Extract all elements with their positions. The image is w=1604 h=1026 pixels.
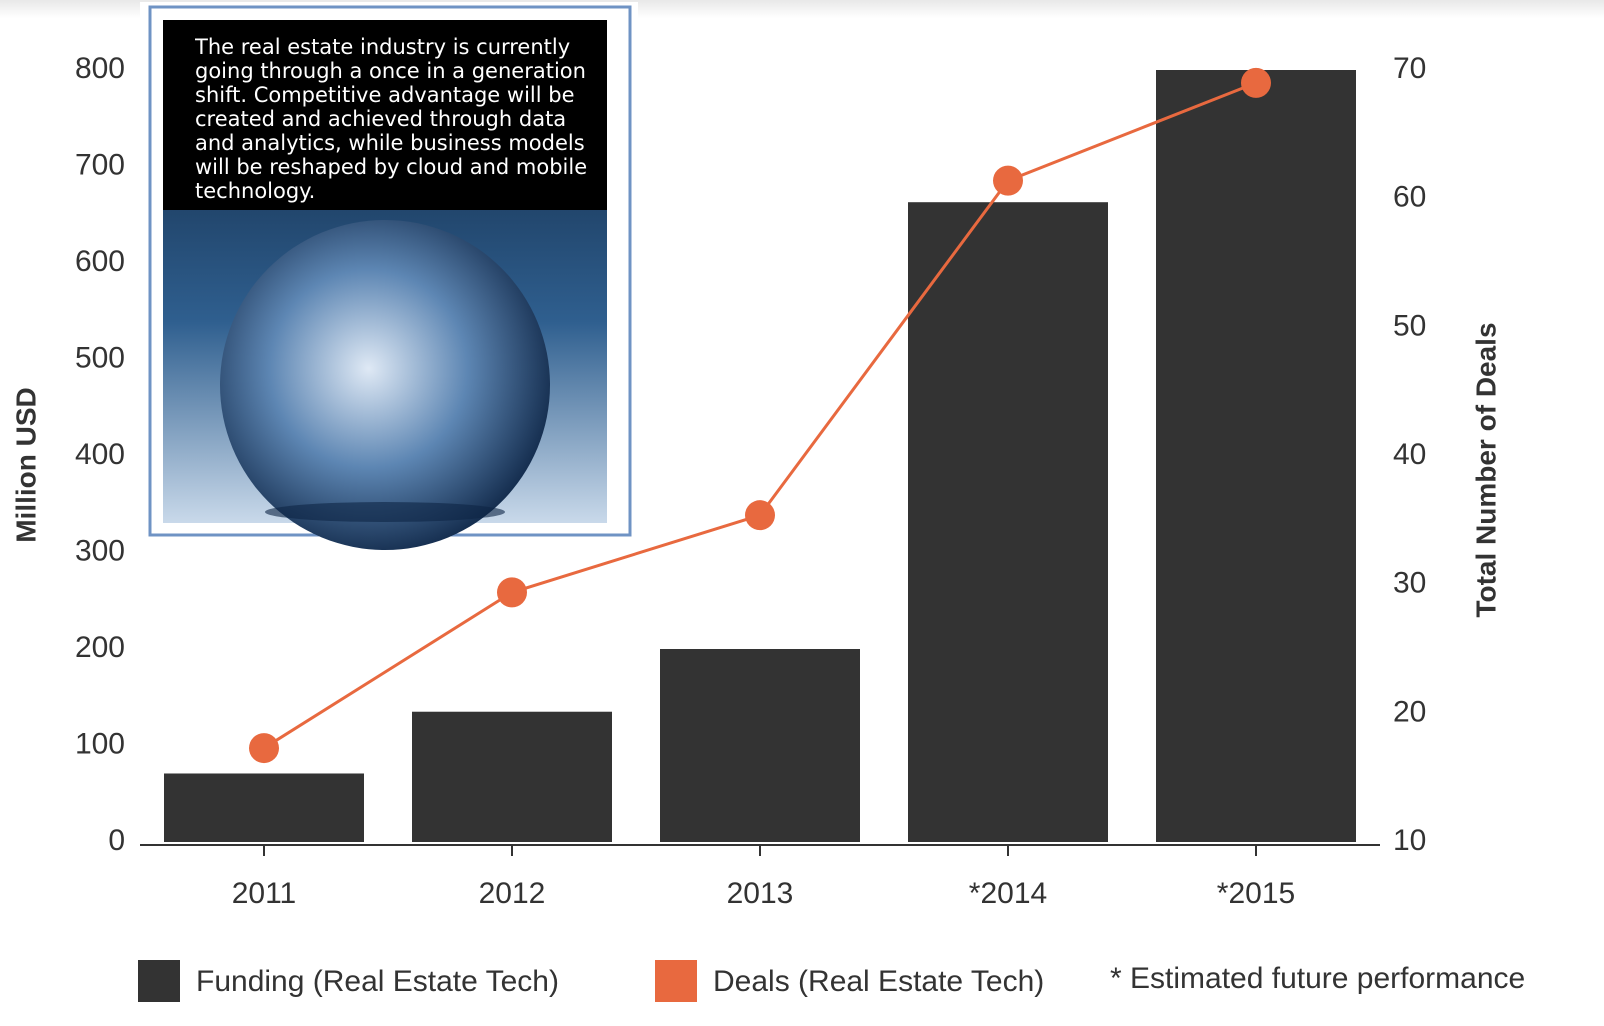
bar [908,202,1108,842]
legend-swatch [655,960,697,1002]
x-tick-label: *2015 [1217,877,1295,910]
y-tick-label: 200 [75,631,125,664]
bar [164,773,364,842]
marker [249,733,279,764]
inset: The real estate industry is currently go… [140,2,638,550]
marker [1241,67,1271,98]
y-tick-label: 400 [75,438,125,471]
y2-tick-label: 30 [1393,567,1426,600]
plot-area: 0 100 200 300 400 500 600 700 800 10 20 30 40 50 60 70 2… [75,52,1426,910]
y-tick-label: 100 [75,727,125,760]
x-tick-label: 2012 [479,877,546,910]
y-tick-label: 800 [75,52,125,85]
y-tick-label: 600 [75,245,125,278]
y-tick-label: 500 [75,341,125,374]
globe [220,220,550,550]
inset-text-box: The real estate industry is currently go… [195,35,588,203]
y-tick-label: 0 [108,824,125,857]
y2-axis-title: Total Number of Deals [1470,322,1501,617]
bar [1156,70,1356,842]
y-tick-label: 700 [75,148,125,181]
marker [497,577,527,608]
footnote: * Estimated future performance [1110,962,1525,995]
x-tick-label: *2014 [969,877,1047,910]
y2-tick-label: 20 [1393,695,1426,728]
x-tick-label: 2011 [232,877,297,910]
y-axis-title: Million USD [10,387,41,543]
x-tick-label: 2013 [727,877,794,910]
legend-label: Funding (Real Estate Tech) [196,965,559,998]
bar [660,649,860,842]
legend-label: Deals (Real Estate Tech) [713,965,1044,998]
legend-swatch [138,960,180,1002]
bar [412,711,612,842]
y2-tick-label: 40 [1393,438,1426,471]
marker [993,165,1023,196]
inset-text-bg [163,20,607,210]
y2-tick-label: 10 [1393,824,1426,857]
y2-tick-label: 70 [1393,52,1426,85]
y2-tick-label: 60 [1393,181,1426,214]
legend: Funding (Real Estate Tech) Deals (Real Es… [138,960,1044,1002]
y2-tick-label: 50 [1393,309,1426,342]
globe-shadow [265,502,505,522]
marker [745,500,775,531]
inset-text: The real estate industry is currently go… [195,35,588,203]
y-tick-label: 300 [75,534,125,567]
